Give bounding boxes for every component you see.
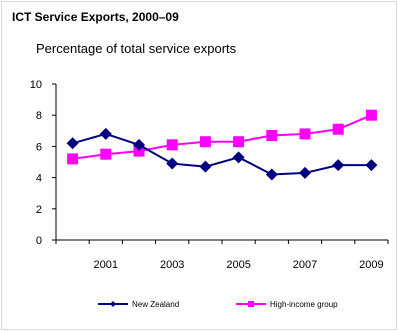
x-tick-label: 2003 [160,259,184,271]
data-point [100,148,112,160]
y-tick-label: 4 [36,173,42,185]
data-point [199,160,212,173]
data-point [166,157,179,170]
legend-marker [110,301,116,307]
x-tick-label: 2009 [359,259,383,271]
series-high-income-group [67,109,377,165]
data-point [365,159,378,172]
data-point [299,166,311,179]
data-point [199,136,211,148]
series-line [72,132,372,176]
data-point [66,137,79,150]
y-tick-label: 0 [36,235,42,247]
chart-axes: 0 2 4 6 8 10 2001 2003 2005 2007 2009 [30,79,389,271]
series-layer [66,109,378,181]
data-point [67,153,79,165]
legend-label: High-income group [270,300,338,309]
data-point [232,151,245,164]
chart-title: ICT Service Exports, 2000–09 [12,10,179,24]
x-tick-label: 2005 [226,259,250,271]
y-tick-label: 6 [36,141,42,153]
data-point [265,168,278,181]
y-tick-label: 2 [36,204,42,216]
x-tick-label: 2007 [293,259,317,271]
data-point [332,159,345,172]
data-point [365,109,377,121]
legend-marker [248,301,254,307]
data-point [133,138,145,151]
series-line [72,114,372,160]
legend-item: High-income group [236,300,338,309]
series-new-zealand [66,127,378,181]
data-point [99,127,112,140]
y-tick-label: 10 [30,79,42,91]
data-point [332,123,344,135]
data-point [166,139,178,151]
data-point [266,129,278,141]
chart-legend: New Zealand High-income group [98,300,338,309]
data-point [233,136,245,148]
chart-subtitle: Percentage of total service exports [36,41,237,56]
data-point [299,128,311,140]
data-point [133,145,145,157]
y-tick-label: 8 [36,110,42,122]
legend-item: New Zealand [98,300,179,309]
legend-label: New Zealand [132,300,179,309]
x-tick-label: 2001 [94,259,118,271]
